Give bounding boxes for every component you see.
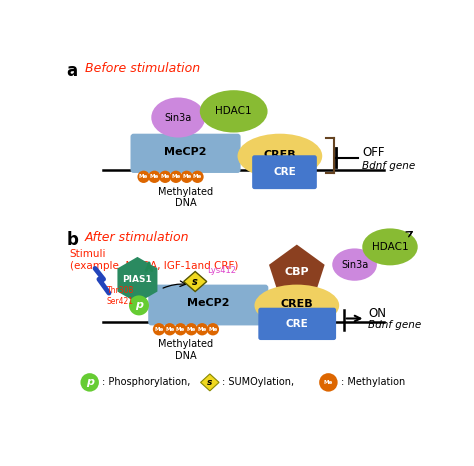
Text: Me: Me: [161, 174, 170, 179]
Circle shape: [319, 373, 337, 391]
Text: Me: Me: [139, 174, 148, 179]
Circle shape: [129, 295, 149, 315]
Ellipse shape: [200, 90, 267, 132]
Polygon shape: [201, 374, 219, 391]
Text: Me: Me: [198, 327, 207, 332]
Text: Methylated
DNA: Methylated DNA: [158, 187, 213, 208]
Ellipse shape: [237, 134, 322, 178]
Text: CREB: CREB: [264, 150, 296, 160]
Text: Before stimulation: Before stimulation: [85, 62, 200, 75]
Polygon shape: [118, 257, 157, 303]
Text: Bdnf gene: Bdnf gene: [362, 161, 416, 171]
Text: PIAS1: PIAS1: [123, 275, 152, 284]
Text: Stimuli
(example, NMDA, IGF-1and CRF): Stimuli (example, NMDA, IGF-1and CRF): [70, 249, 238, 271]
Text: s: s: [192, 276, 198, 287]
Text: Me: Me: [150, 174, 159, 179]
Text: CRE: CRE: [273, 167, 296, 177]
Text: Me: Me: [324, 380, 333, 385]
Text: : SUMOylation,: : SUMOylation,: [222, 377, 294, 387]
Circle shape: [148, 171, 161, 183]
Text: Me: Me: [208, 327, 218, 332]
Circle shape: [137, 171, 150, 183]
Text: After stimulation: After stimulation: [85, 232, 190, 245]
Text: Me: Me: [155, 327, 164, 332]
Text: Me: Me: [176, 327, 185, 332]
Text: Me: Me: [165, 327, 174, 332]
Text: Sin3a: Sin3a: [164, 112, 192, 123]
Circle shape: [81, 373, 99, 391]
Circle shape: [164, 323, 176, 336]
Ellipse shape: [332, 248, 377, 281]
Text: Bdnf gene: Bdnf gene: [368, 320, 422, 329]
Circle shape: [170, 171, 182, 183]
FancyBboxPatch shape: [130, 134, 241, 173]
Text: Methylated
DNA: Methylated DNA: [158, 339, 213, 361]
Circle shape: [207, 323, 219, 336]
Text: : Phosphorylation,: : Phosphorylation,: [102, 377, 191, 387]
FancyBboxPatch shape: [258, 308, 336, 340]
Text: Thr308
Ser421: Thr308 Ser421: [107, 287, 134, 306]
Text: b: b: [66, 232, 79, 249]
Circle shape: [196, 323, 208, 336]
Polygon shape: [183, 272, 207, 292]
Circle shape: [191, 171, 204, 183]
Text: Me: Me: [187, 327, 196, 332]
Text: Me: Me: [182, 174, 191, 179]
Ellipse shape: [255, 285, 339, 326]
Polygon shape: [269, 245, 325, 297]
Ellipse shape: [362, 228, 418, 265]
Text: Me: Me: [193, 174, 202, 179]
Text: OFF: OFF: [362, 146, 385, 159]
Text: MeCP2: MeCP2: [164, 147, 207, 157]
Text: CRE: CRE: [285, 319, 308, 329]
Circle shape: [181, 171, 193, 183]
Text: Me: Me: [171, 174, 181, 179]
Text: p: p: [135, 301, 143, 310]
Text: Lys412: Lys412: [207, 266, 236, 275]
Text: HDAC1: HDAC1: [372, 242, 408, 252]
Text: HDAC1: HDAC1: [215, 106, 252, 116]
Circle shape: [153, 323, 165, 336]
Text: p: p: [86, 377, 94, 387]
Circle shape: [159, 171, 171, 183]
Text: s: s: [207, 378, 212, 387]
Text: a: a: [66, 62, 78, 80]
Text: CBP: CBP: [284, 267, 309, 277]
Text: ON: ON: [368, 307, 386, 320]
Circle shape: [174, 323, 187, 336]
Text: MeCP2: MeCP2: [187, 299, 229, 308]
FancyBboxPatch shape: [148, 285, 268, 325]
Text: Sin3a: Sin3a: [341, 260, 368, 270]
Ellipse shape: [151, 97, 205, 137]
Circle shape: [185, 323, 198, 336]
Text: CREB: CREB: [281, 299, 313, 309]
FancyBboxPatch shape: [252, 155, 317, 189]
Text: : Methylation: : Methylation: [341, 377, 405, 387]
